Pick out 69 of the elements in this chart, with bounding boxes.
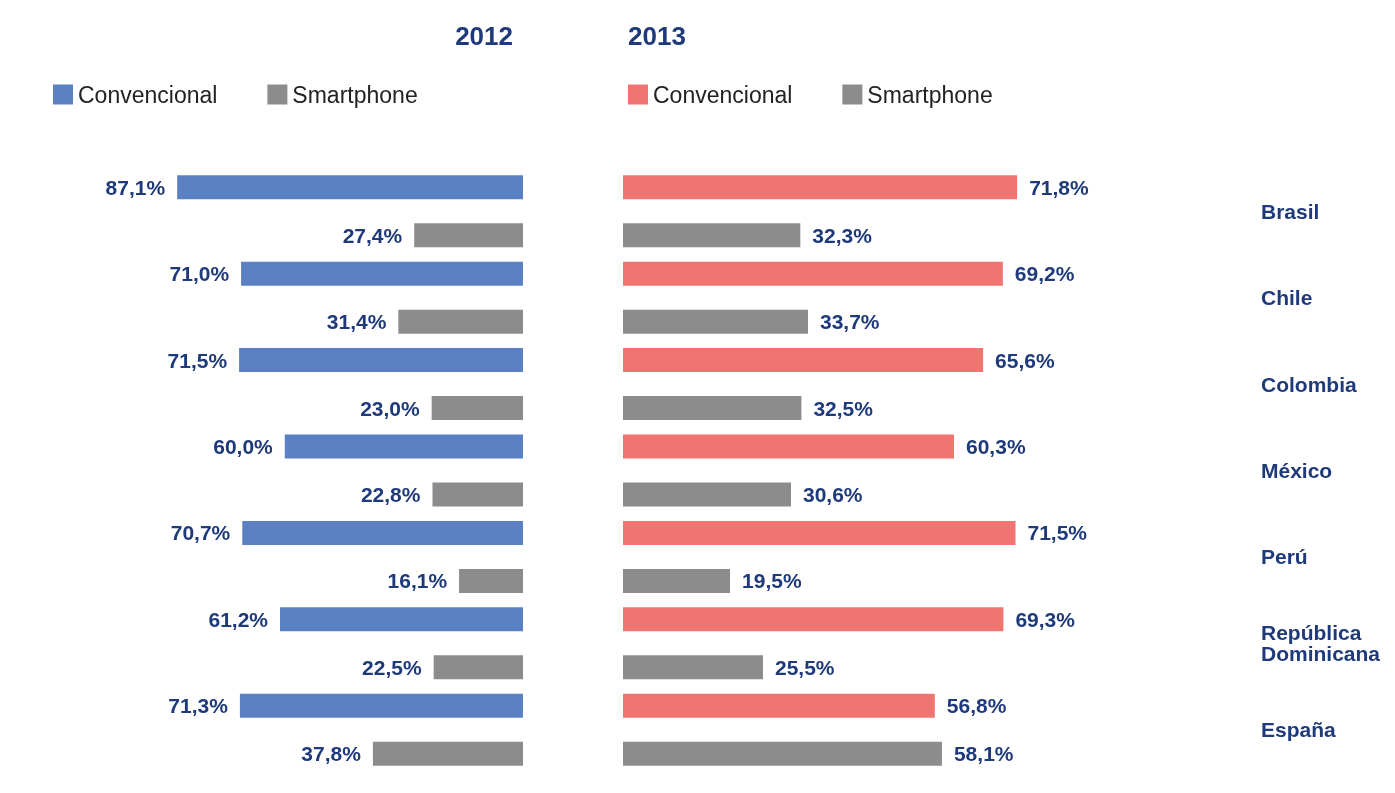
data-label: 71,5%	[1027, 521, 1088, 545]
bar	[623, 434, 955, 459]
bar	[284, 434, 523, 459]
data-label: 32,3%	[812, 223, 873, 247]
legend-label: Smartphone	[867, 81, 993, 108]
y-tick-label: Brasil	[1260, 199, 1320, 223]
data-label: 37,8%	[301, 742, 362, 766]
bar	[623, 348, 984, 373]
bar	[623, 693, 935, 718]
y-tick-label: Perú	[1260, 545, 1308, 569]
bar	[459, 568, 523, 593]
legend-label: Convencional	[653, 81, 793, 108]
data-label: 22,8%	[360, 483, 421, 506]
data-label: 25,5%	[774, 655, 835, 679]
data-label: 71,3%	[168, 694, 229, 718]
bar	[431, 396, 523, 421]
y-tick-label: España	[1260, 718, 1336, 742]
data-label: 87,1%	[105, 175, 166, 199]
data-label: 60,0%	[213, 435, 274, 458]
legend-label: Smartphone	[292, 81, 418, 108]
bar	[372, 741, 523, 766]
data-label: 19,5%	[742, 569, 802, 593]
data-label: 27,4%	[342, 223, 403, 247]
data-label: 23,0%	[360, 396, 420, 420]
data-label: 16,1%	[387, 569, 448, 593]
bar	[623, 607, 1004, 632]
bar	[414, 223, 523, 248]
bar	[242, 520, 523, 545]
data-label: 71,0%	[169, 262, 230, 286]
data-label: 71,8%	[1029, 175, 1090, 199]
bar	[432, 482, 523, 507]
data-label: 65,6%	[995, 348, 1055, 372]
data-label: 30,6%	[802, 483, 863, 506]
y-tick-label: Chile	[1260, 286, 1313, 310]
data-label: 31,4%	[326, 310, 387, 334]
data-label: 70,7%	[170, 521, 231, 545]
bar	[623, 482, 791, 507]
data-label: 56,8%	[946, 694, 1007, 718]
data-label: 22,5%	[362, 655, 422, 679]
chart-title: 2013	[628, 21, 686, 51]
bar	[623, 396, 802, 421]
bar	[623, 175, 1018, 200]
data-label: 61,2%	[208, 607, 269, 631]
data-label: 32,5%	[813, 396, 874, 420]
bar	[623, 261, 1003, 286]
bar	[239, 693, 523, 718]
y-tick-label: Colombia	[1260, 372, 1357, 396]
bar	[398, 309, 523, 334]
y-tick-label: México	[1260, 459, 1333, 482]
y-tick-label: República Dominicana	[1260, 621, 1381, 666]
bar	[623, 741, 942, 766]
data-label: 71,5%	[167, 348, 228, 372]
bar	[623, 520, 1016, 545]
bar	[623, 223, 801, 248]
legend-label: Convencional	[78, 81, 218, 108]
bar	[177, 175, 523, 200]
chart-title: 2012	[455, 21, 513, 51]
data-label: 69,2%	[1014, 262, 1075, 286]
bar	[623, 568, 731, 593]
data-label: 58,1%	[953, 742, 1014, 766]
data-label: 69,3%	[1015, 607, 1076, 631]
bar	[280, 607, 523, 632]
bar	[623, 309, 808, 334]
bar	[239, 348, 523, 373]
bar	[433, 655, 523, 680]
data-label: 33,7%	[820, 310, 880, 334]
bar	[241, 261, 523, 286]
data-label: 60,3%	[966, 435, 1026, 458]
bar	[623, 655, 763, 680]
